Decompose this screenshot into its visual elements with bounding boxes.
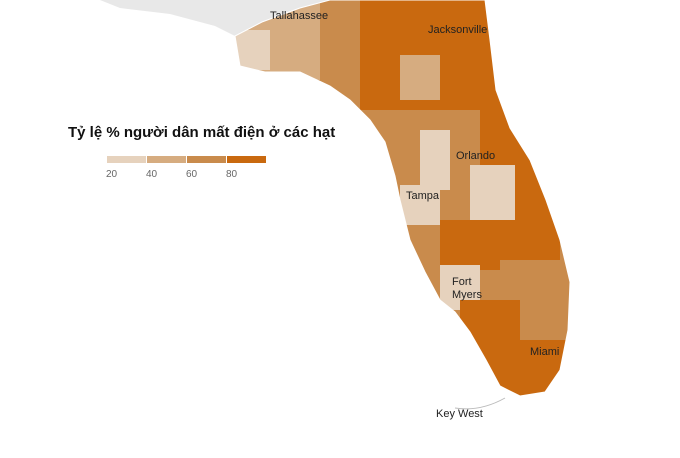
legend-swatch	[227, 156, 266, 163]
city-label: Orlando	[456, 150, 496, 162]
city-label: Jacksonville	[428, 24, 488, 36]
county-area	[470, 165, 515, 220]
legend-tick: 80	[226, 169, 238, 180]
state-outline	[234, 0, 571, 397]
counties	[235, 0, 570, 396]
city-label: Miami	[530, 346, 560, 358]
legend-tick: 60	[186, 169, 198, 180]
county-area	[235, 30, 270, 70]
county-area	[400, 185, 440, 225]
city-label: Fort Myers	[452, 276, 482, 301]
city-label: Tampa	[406, 190, 440, 202]
legend-tick: 40	[146, 169, 158, 180]
legend	[107, 156, 266, 163]
county-area	[460, 300, 520, 396]
county-area	[420, 130, 450, 190]
neighbor-land	[100, 0, 330, 36]
legend-swatch	[187, 156, 226, 163]
legend-tick: 20	[106, 169, 118, 180]
keys	[454, 397, 506, 410]
city-label: Tallahassee	[270, 10, 329, 22]
county-area	[440, 220, 500, 270]
county-area	[400, 55, 440, 100]
legend-swatch	[147, 156, 186, 163]
legend-title: Tỷ lệ % người dân mất điện ở các hạt	[68, 124, 336, 141]
legend-swatch	[107, 156, 146, 163]
city-label: Key West	[436, 408, 483, 420]
